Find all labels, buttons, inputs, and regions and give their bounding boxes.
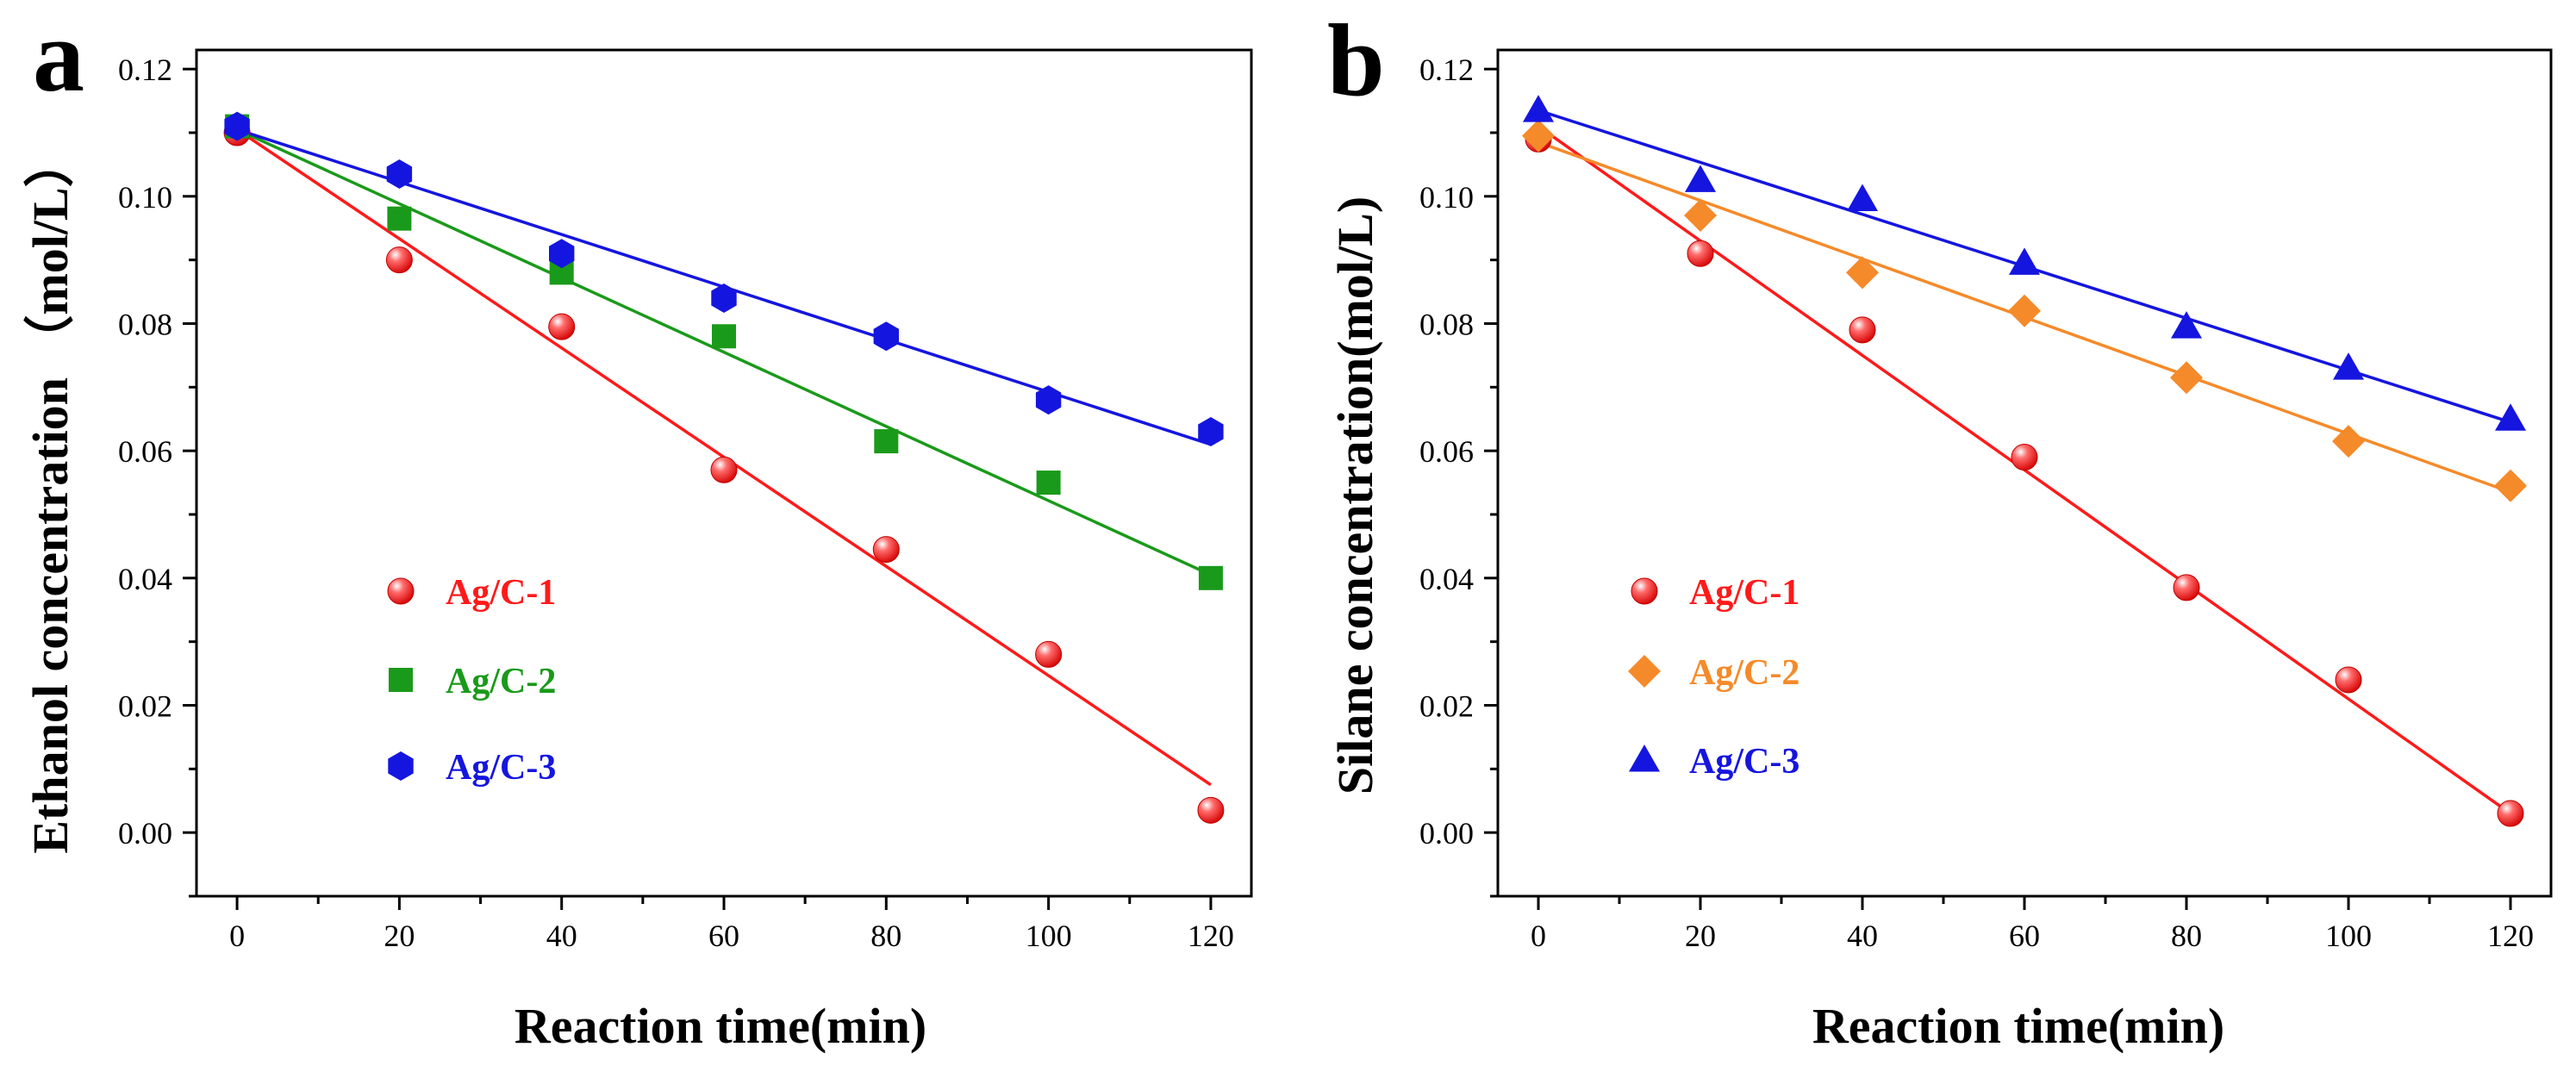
data-point-ag-c-1 — [2011, 444, 2038, 471]
y-axis-title-b: Silane concentration(mol/L) — [1327, 196, 1383, 794]
data-point-ag-c-3 — [1035, 385, 1062, 415]
data-point-ag-c-1 — [2335, 666, 2362, 694]
data-point-ag-c-3 — [1685, 165, 1716, 192]
x-tick-label: 0 — [229, 919, 245, 953]
y-tick-label: 0.10 — [1419, 180, 1474, 215]
legend-marker-ag-c-1 — [387, 577, 415, 605]
data-point-ag-c-1 — [2173, 574, 2200, 601]
data-point-ag-c-1 — [1035, 640, 1063, 668]
x-tick-label: 80 — [870, 919, 901, 953]
y-tick-label: 0.10 — [118, 180, 172, 215]
data-point-ag-c-3 — [2009, 247, 2040, 275]
data-point-ag-c-1 — [1197, 796, 1225, 824]
panel-label-b: b — [1327, 3, 1385, 117]
x-tick-label: 80 — [2171, 919, 2202, 953]
data-point-ag-c-3 — [1523, 95, 1554, 122]
data-point-ag-c-3 — [386, 159, 413, 189]
data-point-ag-c-3 — [224, 111, 250, 141]
y-tick-label: 0.12 — [1419, 53, 1474, 87]
data-point-ag-c-1 — [1849, 316, 1876, 344]
legend-label: Ag/C-1 — [1689, 573, 1799, 613]
data-point-ag-c-2 — [712, 324, 736, 349]
data-point-ag-c-2 — [1198, 565, 1223, 590]
panel-a: a Ethanol concentration （mol/L） Reaction… — [22, 0, 1253, 1054]
data-point-ag-c-3 — [1198, 417, 1224, 446]
legend-marker-ag-c-1 — [1631, 577, 1658, 605]
y-tick-label: 0.00 — [1419, 816, 1474, 851]
data-point-ag-c-2 — [1036, 470, 1061, 495]
x-axis-title-b: Reaction time(min) — [1812, 998, 2224, 1054]
plot-area-b: 0 20 40 60 80 100 120 0.00 0.02 0.04 0.06 0.08 0.10 0… — [1419, 48, 2553, 953]
x-tick-label: 60 — [708, 919, 739, 953]
x-axis-title-a: Reaction time(min) — [515, 998, 926, 1054]
y-tick-label: 0.04 — [118, 562, 172, 596]
legend-marker-ag-c-3 — [1629, 745, 1660, 772]
legend-label: Ag/C-3 — [1689, 742, 1799, 782]
legend-label: Ag/C-2 — [1689, 653, 1799, 693]
x-tick-label: 120 — [2487, 919, 2534, 953]
legend-label: Ag/C-1 — [446, 573, 556, 613]
data-point-ag-c-2 — [874, 429, 899, 454]
x-tick-label: 40 — [546, 919, 577, 953]
data-point-ag-c-1 — [1687, 240, 1714, 267]
data-point-ag-c-2 — [1522, 119, 1555, 153]
y-tick-label: 0.02 — [118, 689, 172, 723]
data-point-ag-c-2 — [2170, 361, 2203, 395]
data-point-ag-c-3 — [549, 239, 575, 269]
legend-label: Ag/C-3 — [446, 748, 556, 788]
legend-label: Ag/C-2 — [446, 662, 556, 701]
data-point-ag-c-2 — [1846, 256, 1879, 290]
y-tick-label: 0.08 — [1419, 307, 1474, 341]
legend-marker-ag-c-2 — [1628, 655, 1661, 688]
x-tick-label: 0 — [1531, 919, 1546, 953]
x-tick-label: 20 — [1685, 919, 1716, 953]
data-point-ag-c-3 — [2171, 311, 2202, 339]
data-point-ag-c-2 — [1684, 198, 1717, 232]
x-tick-label: 100 — [1026, 919, 1072, 953]
fit-line-ag-c-2 — [236, 128, 1212, 576]
y-tick-label: 0.02 — [1419, 689, 1474, 723]
legend-marker-ag-c-3 — [388, 751, 414, 781]
y-axis-title-a: Ethanol concentration （mol/L） — [22, 137, 78, 853]
x-tick-label: 20 — [384, 919, 415, 953]
data-point-ag-c-1 — [385, 246, 413, 274]
data-point-ag-c-3 — [2333, 352, 2364, 380]
plot-area-a: 0 20 40 60 80 100 120 0.00 0.02 0.04 0.06 0.08 0.10 0… — [118, 48, 1253, 953]
y-tick-label: 0.06 — [1419, 434, 1474, 469]
legend-marker-ag-c-2 — [389, 668, 413, 692]
data-point-ag-c-2 — [2332, 425, 2365, 458]
data-point-ag-c-1 — [2497, 800, 2524, 827]
data-point-ag-c-2 — [387, 206, 412, 231]
x-tick-label: 120 — [1188, 919, 1234, 953]
y-tick-label: 0.06 — [118, 434, 172, 469]
data-point-ag-c-2 — [2494, 469, 2527, 502]
panel-label-a: a — [33, 0, 84, 113]
data-point-ag-c-3 — [1847, 184, 1878, 212]
data-point-ag-c-1 — [710, 456, 738, 483]
data-point-ag-c-1 — [548, 313, 576, 340]
y-tick-label: 0.12 — [118, 53, 172, 87]
x-tick-label: 40 — [1847, 919, 1878, 953]
y-tick-label: 0.00 — [118, 816, 172, 851]
x-tick-label: 100 — [2325, 919, 2372, 953]
data-point-ag-c-1 — [872, 536, 900, 564]
data-point-ag-c-2 — [2008, 294, 2041, 327]
y-tick-label: 0.08 — [118, 307, 172, 341]
x-tick-label: 60 — [2009, 919, 2040, 953]
data-point-ag-c-3 — [2495, 403, 2526, 431]
data-point-ag-c-3 — [711, 284, 737, 313]
panel-b: b Silane concentration(mol/L) Reaction t… — [1327, 3, 2553, 1054]
data-point-ag-c-3 — [873, 321, 899, 352]
y-tick-label: 0.04 — [1419, 562, 1474, 596]
